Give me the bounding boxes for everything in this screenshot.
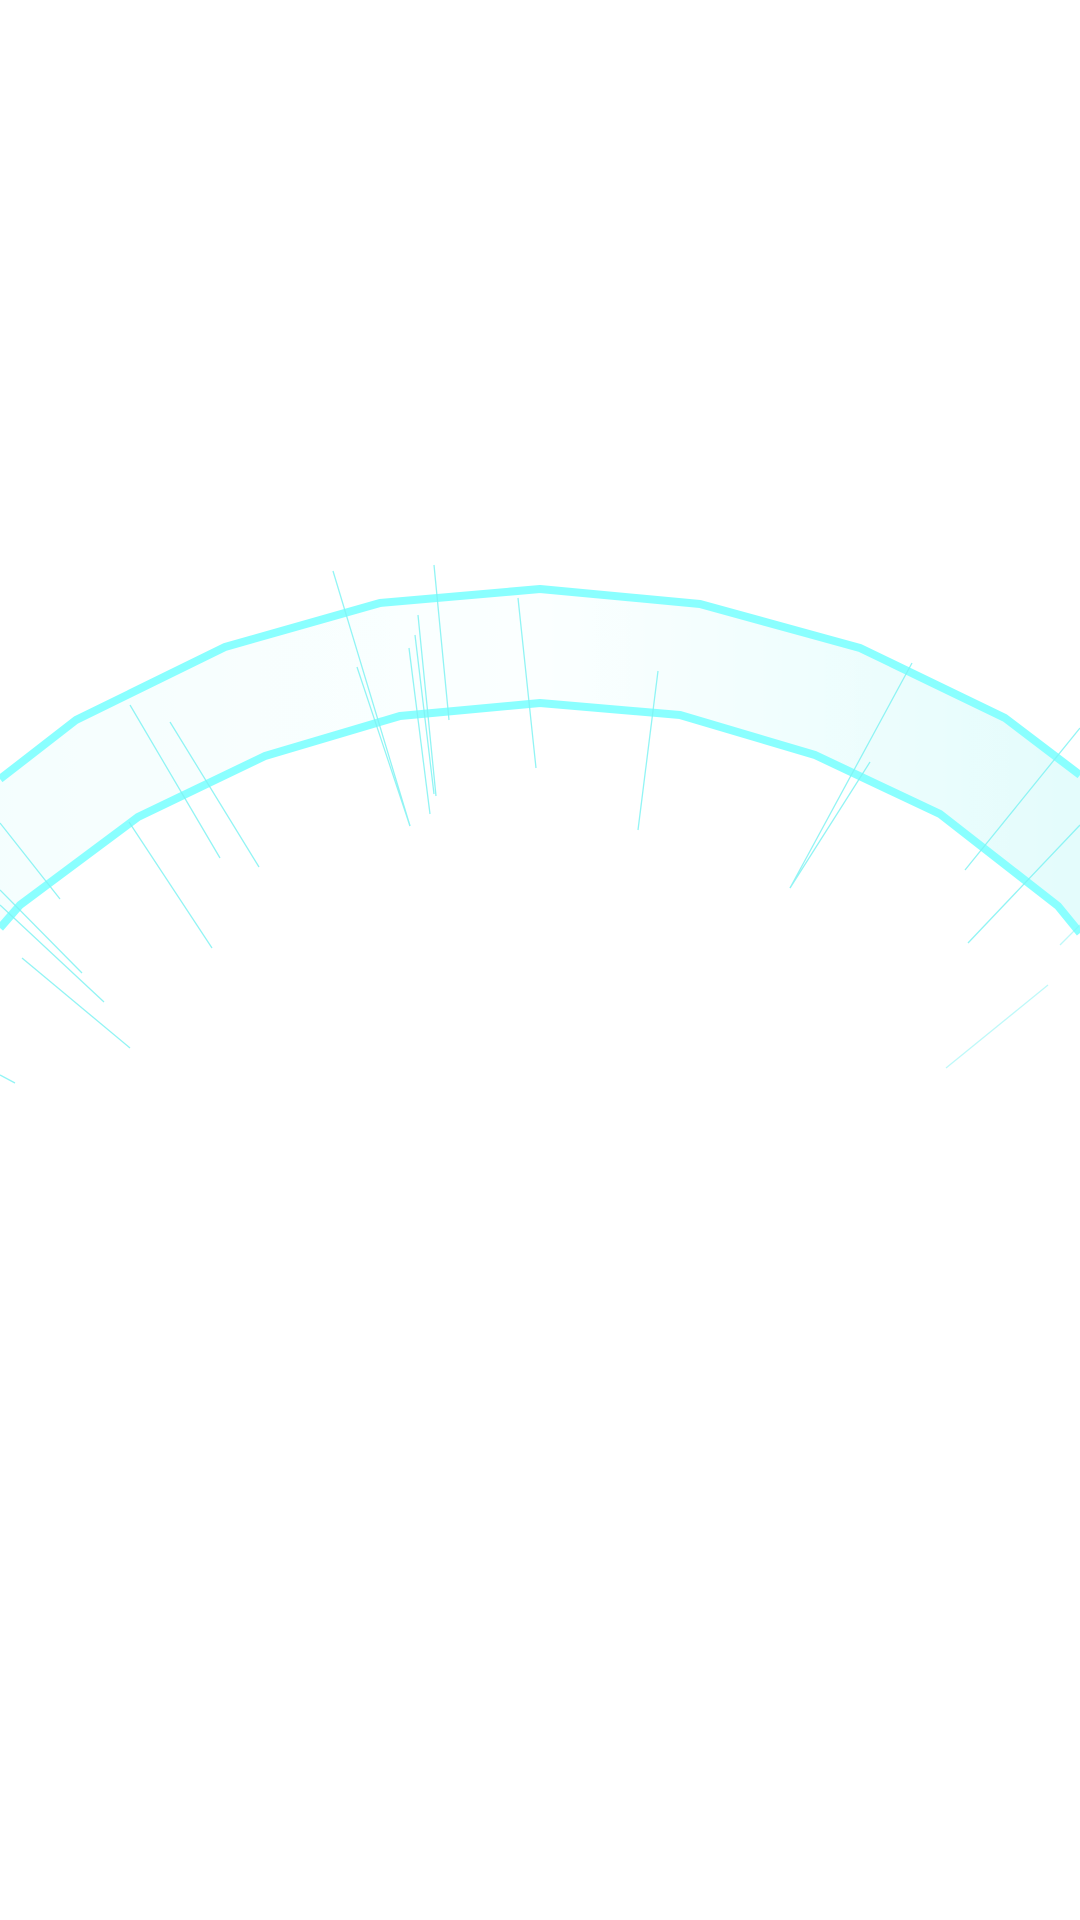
streak xyxy=(129,704,221,859)
arc-band-fill xyxy=(0,589,1080,933)
streak xyxy=(433,564,450,721)
arc-inner-stroke xyxy=(0,699,1080,936)
streak xyxy=(417,614,437,797)
arc-outer-stroke xyxy=(0,585,1080,783)
streak xyxy=(964,727,1080,871)
streak xyxy=(128,821,213,949)
streak xyxy=(967,824,1080,944)
streak xyxy=(0,889,83,974)
streak xyxy=(517,597,537,769)
streak xyxy=(408,647,431,815)
streak xyxy=(945,984,1049,1069)
streak xyxy=(1059,924,1080,946)
streak xyxy=(169,721,260,868)
streak xyxy=(0,1074,16,1084)
streak xyxy=(637,670,659,831)
streak xyxy=(414,634,435,795)
streak xyxy=(0,822,61,900)
light-streaks xyxy=(0,564,1080,1084)
streak xyxy=(356,666,411,827)
streak xyxy=(789,761,871,889)
streak xyxy=(0,904,105,1003)
streak xyxy=(789,662,913,889)
streak xyxy=(332,570,411,827)
streak xyxy=(21,957,131,1049)
